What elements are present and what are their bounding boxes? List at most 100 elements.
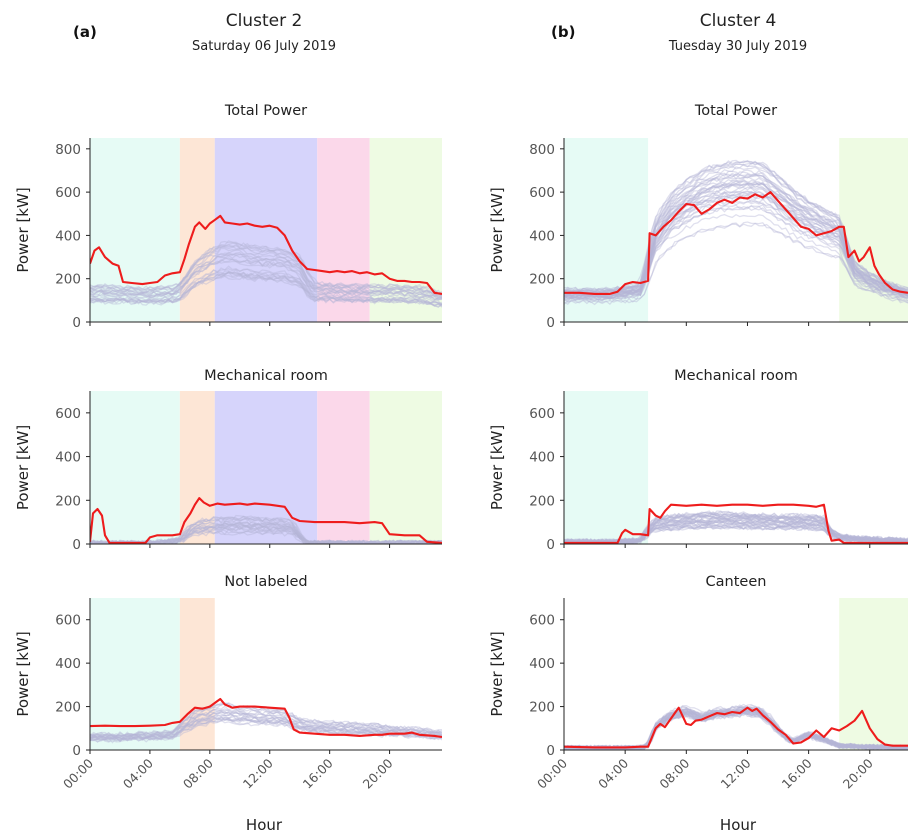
background-day-line <box>564 703 908 750</box>
x-tick-label: 08:00 <box>180 755 216 791</box>
background-day-line <box>564 198 908 301</box>
period-band <box>214 138 318 322</box>
selected-day-line <box>90 697 442 739</box>
background-day-line <box>564 193 908 299</box>
background-day-line <box>90 260 442 301</box>
background-day-line <box>564 191 908 300</box>
y-tick-label: 0 <box>546 537 555 553</box>
background-day-line <box>90 243 442 298</box>
subplot-title: Not labeled <box>224 574 307 590</box>
background-day-line <box>90 271 442 307</box>
y-tick-label: 600 <box>55 613 81 629</box>
panel-letter-a: (a) <box>73 23 97 41</box>
background-day-line <box>90 244 442 299</box>
background-day-line <box>90 710 442 739</box>
background-day-line <box>90 521 442 544</box>
y-tick-label: 200 <box>55 272 81 288</box>
background-day-line <box>564 186 908 298</box>
background-day-line <box>90 258 442 300</box>
background-day-line <box>564 183 908 298</box>
background-day-line <box>90 524 442 544</box>
cluster-title-a: Cluster 2 <box>226 11 303 31</box>
background-day-line <box>90 242 442 296</box>
background-day-line <box>90 254 442 300</box>
y-tick-label: 200 <box>529 700 555 716</box>
background-day-line <box>564 524 908 544</box>
background-day-line <box>90 253 442 299</box>
y-tick-label: 0 <box>546 315 555 331</box>
background-day-line <box>564 512 908 544</box>
background-day-line <box>564 515 908 544</box>
background-days <box>564 510 908 544</box>
background-day-line <box>564 171 908 296</box>
y-axis-label: Power [kW] <box>488 425 506 510</box>
subplot-1-1: 0 200 400 600 Mechanical room Power [kW] <box>488 368 908 553</box>
background-day-line <box>90 521 442 544</box>
background-day-line <box>90 711 442 741</box>
x-tick-label: 16:00 <box>300 755 336 791</box>
background-day-line <box>90 716 442 743</box>
background-day-line <box>564 703 908 750</box>
background-day-line <box>90 245 442 297</box>
background-day-line <box>90 526 442 544</box>
x-axis-label-b: Hour <box>720 816 757 834</box>
x-tick-label: 12:00 <box>718 755 754 791</box>
background-day-line <box>564 512 908 544</box>
subplot-title: Total Power <box>224 103 307 119</box>
background-day-line <box>90 522 442 544</box>
x-tick-label: 00:00 <box>60 755 96 791</box>
background-day-line <box>564 513 908 544</box>
subplots: 0 200 400 600 800 Total Power Power [kW] 0 200 40… <box>14 103 908 792</box>
y-tick-label: 200 <box>529 272 555 288</box>
selected-day-line <box>564 191 908 295</box>
background-day-line <box>90 526 442 544</box>
y-tick-label: 0 <box>72 315 81 331</box>
background-day-line <box>90 273 442 308</box>
y-tick-label: 600 <box>529 185 555 201</box>
x-tick-label: 16:00 <box>779 755 815 791</box>
background-day-line <box>564 520 908 544</box>
period-band <box>179 138 215 322</box>
background-day-line <box>564 194 908 300</box>
y-tick-label: 400 <box>529 656 555 672</box>
background-day-line <box>564 523 908 544</box>
background-day-line <box>90 716 442 742</box>
panel-letter-b: (b) <box>551 23 575 41</box>
y-tick-label: 200 <box>529 493 555 509</box>
period-band <box>369 138 442 322</box>
y-axis-label: Power [kW] <box>14 425 32 510</box>
x-tick-label: 12:00 <box>240 755 276 791</box>
period-band <box>369 391 442 544</box>
background-day-line <box>564 213 908 304</box>
y-tick-label: 0 <box>546 743 555 759</box>
background-day-line <box>564 221 908 306</box>
background-day-line <box>90 713 442 741</box>
y-tick-label: 400 <box>55 228 81 244</box>
period-band <box>839 598 908 750</box>
background-day-line <box>564 510 908 544</box>
background-day-line <box>564 181 908 298</box>
x-tick-label: 08:00 <box>656 755 692 791</box>
background-day-line <box>564 519 908 544</box>
y-axis-label: Power [kW] <box>488 187 506 272</box>
subplot-title: Total Power <box>694 103 777 119</box>
subplot-title: Mechanical room <box>674 368 798 384</box>
background-day-line <box>90 247 442 297</box>
background-day-line <box>90 717 442 743</box>
background-day-line <box>90 714 442 741</box>
y-tick-label: 800 <box>55 142 81 158</box>
y-tick-label: 200 <box>55 493 81 509</box>
selected-day-line <box>564 706 908 749</box>
background-day-line <box>564 706 908 750</box>
background-day-line <box>564 523 908 544</box>
x-tick-label: 20:00 <box>840 755 876 791</box>
background-day-line <box>564 166 908 295</box>
background-day-line <box>564 173 908 295</box>
background-day-line <box>90 251 442 299</box>
x-tick-label: 04:00 <box>120 755 156 791</box>
background-day-line <box>564 711 908 750</box>
subplot-title: Mechanical room <box>204 368 328 384</box>
background-day-line <box>564 711 908 750</box>
subplot-title: Canteen <box>706 574 767 590</box>
background-day-line <box>564 516 908 544</box>
